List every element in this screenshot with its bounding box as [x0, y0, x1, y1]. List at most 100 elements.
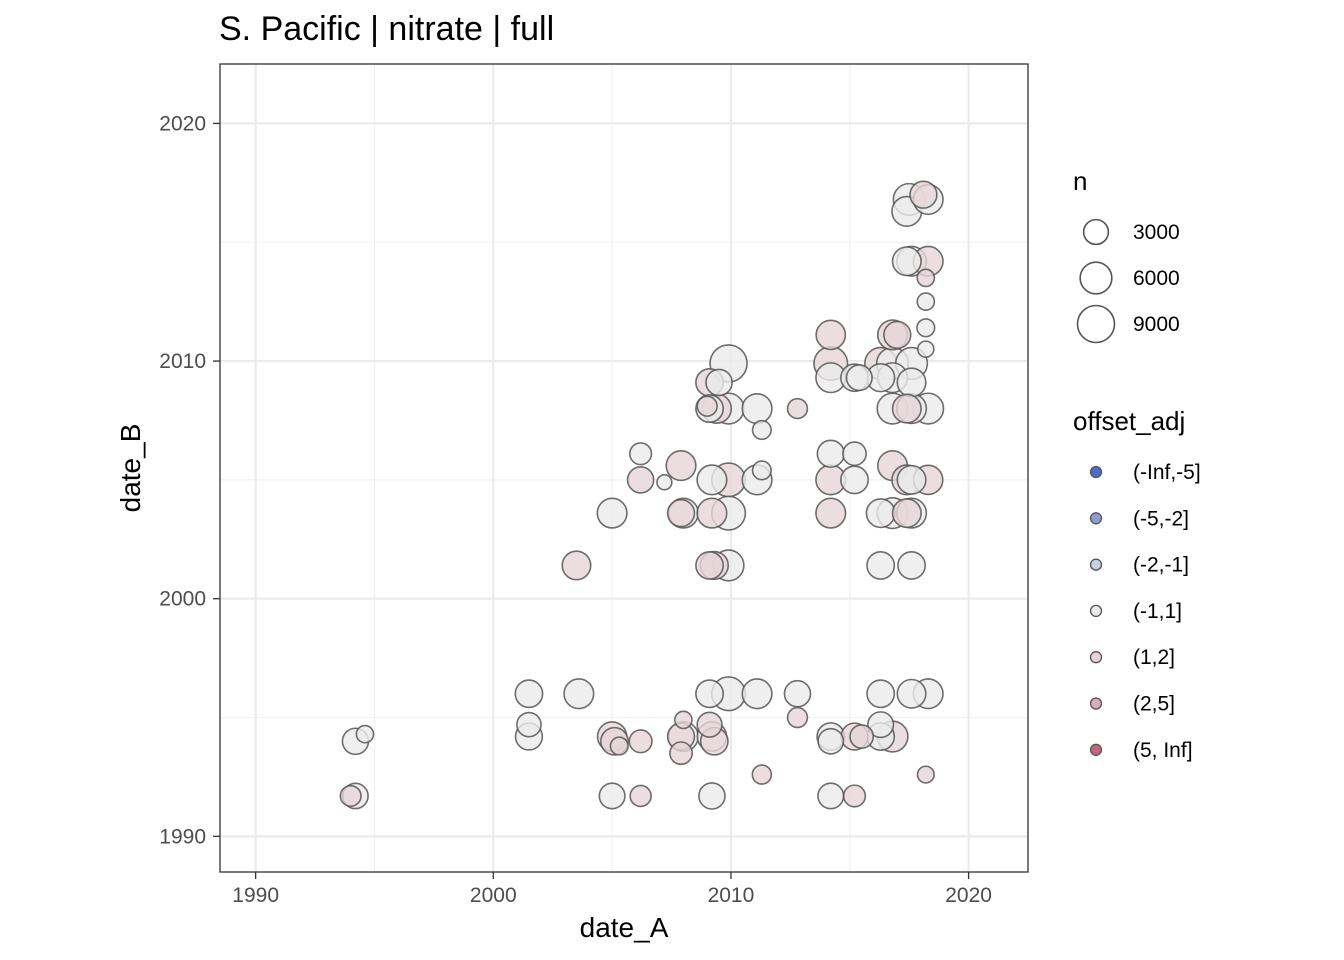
data-point	[751, 419, 772, 441]
data-point	[696, 711, 723, 738]
data-point	[891, 393, 922, 424]
color-legend-key	[1089, 558, 1103, 571]
size-legend-label: 3000	[1133, 221, 1180, 244]
data-point	[842, 784, 867, 808]
data-point	[815, 319, 847, 351]
data-point	[916, 292, 936, 312]
color-legend-label: (-5,-2]	[1133, 507, 1189, 530]
color-legend-label: (5, Inf]	[1133, 739, 1193, 762]
data-point	[840, 465, 869, 495]
data-points	[339, 180, 945, 810]
data-point	[355, 724, 375, 744]
data-point	[628, 729, 653, 754]
data-point	[815, 497, 847, 529]
data-point	[891, 246, 922, 277]
size-legend-label: 9000	[1133, 313, 1180, 336]
size-legend: n 3000 6000 9000	[1073, 166, 1180, 344]
size-legend-key	[1076, 304, 1116, 344]
data-point	[656, 474, 673, 491]
data-point	[666, 498, 696, 528]
data-point	[866, 550, 896, 580]
color-legend-title: offset_adj	[1073, 406, 1185, 436]
data-point	[865, 498, 896, 529]
data-point	[786, 397, 809, 420]
data-point	[896, 678, 927, 709]
data-point	[867, 711, 895, 739]
size-legend-key	[1079, 261, 1113, 295]
data-point	[866, 679, 896, 709]
x-tick-label: 2020	[945, 884, 992, 907]
major-gridlines	[220, 64, 1028, 872]
color-legend-key	[1089, 604, 1103, 618]
data-point	[629, 784, 652, 808]
data-point	[598, 782, 626, 810]
data-point	[698, 782, 726, 810]
data-point	[816, 439, 845, 468]
data-point	[561, 550, 592, 581]
data-point	[786, 706, 809, 729]
data-point	[751, 764, 773, 785]
data-point	[669, 741, 694, 766]
y-tick-label: 2020	[159, 112, 206, 135]
plot-border	[219, 63, 1029, 873]
data-point	[674, 710, 693, 730]
data-point	[596, 497, 628, 529]
x-axis: 1990 2000 2010 2020	[232, 872, 992, 907]
color-legend-label: (-1,1]	[1133, 600, 1182, 623]
data-point	[916, 765, 935, 784]
data-point	[741, 678, 773, 710]
color-legend-label: (-Inf,-5]	[1133, 461, 1201, 484]
data-point	[842, 441, 867, 467]
y-tick-label: 1990	[159, 825, 206, 848]
color-legend-label: (2,5]	[1133, 693, 1175, 716]
x-tick-label: 2000	[470, 884, 517, 907]
data-point	[845, 364, 873, 392]
data-point	[339, 784, 362, 808]
data-point	[883, 320, 912, 350]
data-point	[696, 395, 718, 417]
color-legend: offset_adj (-Inf,-5] (-5,-2] (-2,-1] (-1,1]…	[1073, 406, 1201, 762]
data-point	[817, 727, 845, 755]
color-legend-key	[1089, 465, 1103, 479]
color-legend-key	[1089, 697, 1103, 710]
data-point	[696, 497, 728, 529]
chart-title: S. Pacific | nitrate | full	[219, 10, 554, 48]
data-point	[626, 466, 655, 494]
size-legend-key	[1082, 218, 1110, 246]
x-tick-label: 2010	[708, 884, 755, 907]
color-legend-key	[1089, 512, 1103, 525]
color-legend-key	[1089, 651, 1103, 664]
data-point	[751, 460, 772, 481]
data-point	[665, 450, 697, 482]
data-point	[741, 392, 773, 425]
data-point	[817, 782, 845, 810]
data-point	[695, 550, 725, 580]
size-legend-title: n	[1073, 166, 1087, 196]
data-point	[897, 550, 927, 580]
data-point	[695, 679, 725, 709]
data-point	[909, 180, 938, 209]
plot-panel	[219, 63, 1029, 873]
data-point	[514, 679, 544, 709]
y-tick-label: 2000	[159, 588, 206, 611]
data-point	[563, 678, 595, 710]
color-legend-label: (1,2]	[1133, 646, 1175, 669]
data-point	[849, 724, 875, 749]
data-point	[516, 711, 542, 738]
y-axis-title: date_B	[115, 424, 146, 513]
data-point	[896, 464, 927, 495]
x-axis-title: date_A	[580, 912, 669, 943]
y-axis: 1990 2000 2010 2020	[159, 112, 220, 848]
data-point	[705, 368, 733, 397]
data-point	[896, 367, 927, 398]
y-tick-label: 2010	[159, 350, 206, 373]
minor-gridlines	[220, 64, 1028, 872]
size-legend-label: 6000	[1133, 267, 1180, 290]
data-point	[891, 498, 922, 529]
data-point	[609, 736, 629, 756]
data-point	[628, 442, 653, 466]
data-point	[916, 318, 936, 338]
x-tick-label: 1990	[232, 884, 279, 907]
color-legend-key	[1089, 743, 1103, 756]
